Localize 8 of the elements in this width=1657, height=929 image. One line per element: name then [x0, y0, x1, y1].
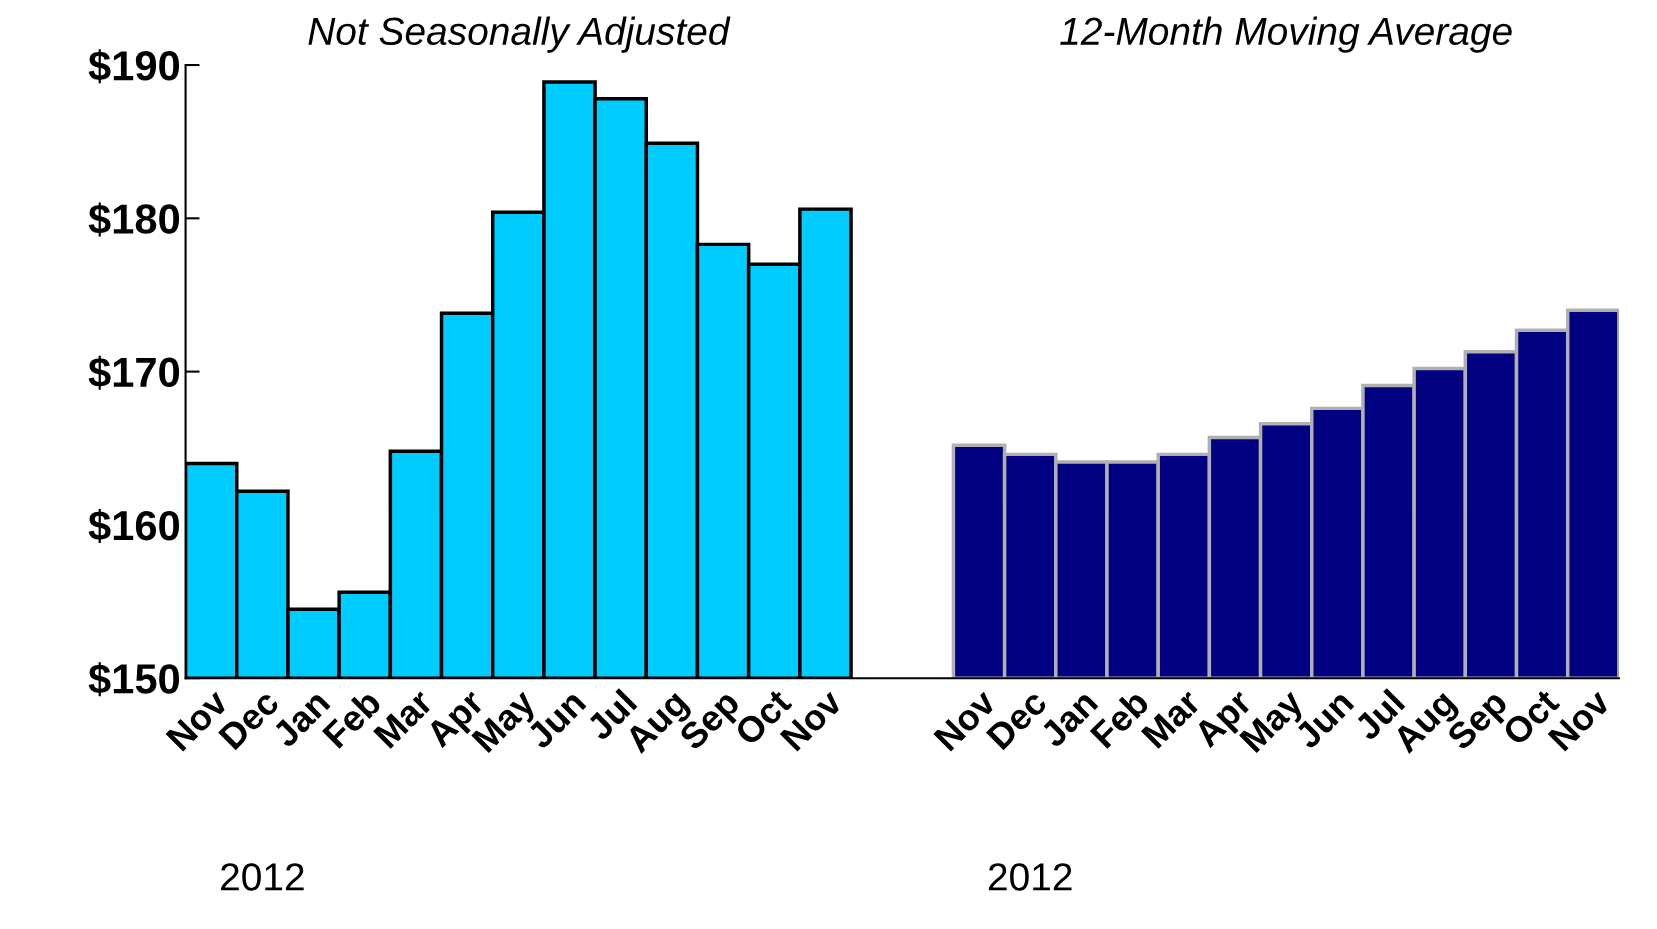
y-tick-label: $170: [88, 355, 180, 390]
y-tick-label: $180: [88, 202, 180, 237]
y-tick-label: $190: [88, 49, 180, 84]
text: 2012: [988, 863, 1072, 891]
text: 12-Month Moving Average: [1060, 16, 1512, 53]
text: Not Seasonally Adjusted: [308, 16, 731, 53]
text: 2012: [221, 863, 304, 891]
y-tick-label: $160: [88, 509, 180, 544]
